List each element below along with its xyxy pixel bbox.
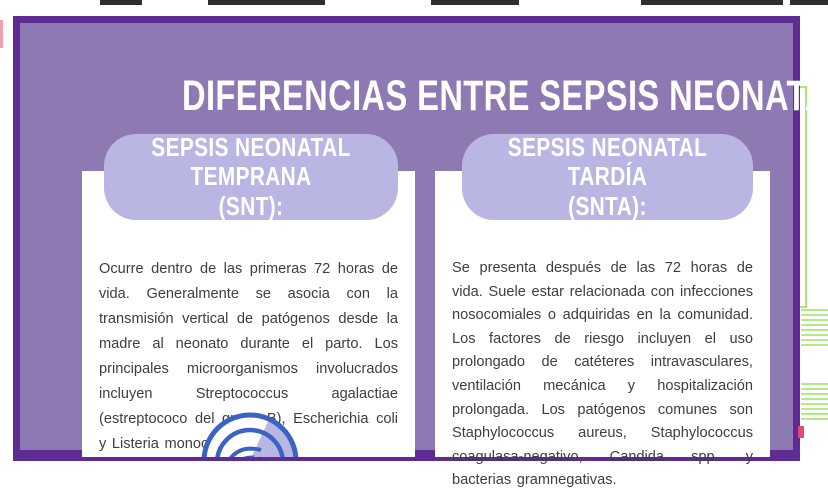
header-late-sepsis-line2: (SNTA): xyxy=(568,190,647,221)
canvas-edge-green-stripes xyxy=(801,383,828,421)
late-sepsis-paragraph: Se presenta después de las 72 horas de v… xyxy=(452,260,753,489)
header-early-sepsis: SEPSIS NEONATAL TEMPRANA (SNT): xyxy=(104,132,398,221)
toolbar-remnant-bar xyxy=(431,0,519,5)
fetus-icon xyxy=(197,408,303,457)
canvas-edge-green-stripes xyxy=(801,309,828,347)
toolbar-remnant-bar xyxy=(641,0,783,5)
toolbar-remnant-bar xyxy=(208,0,325,5)
toolbar-remnant-bar xyxy=(100,0,142,5)
header-early-sepsis-line2: (SNT): xyxy=(218,190,284,221)
canvas-edge-pink-sliver xyxy=(0,20,3,48)
header-early-sepsis-line1: SEPSIS NEONATAL TEMPRANA xyxy=(151,132,351,192)
toolbar-remnant-bar xyxy=(790,0,828,5)
header-late-sepsis: SEPSIS NEONATAL TARDÍA (SNTA): xyxy=(462,132,753,221)
infographic-frame: DIFERENCIAS ENTRE SEPSIS NEONATAL TEMPRA… xyxy=(13,16,828,488)
page-title: DIFERENCIAS ENTRE SEPSIS NEONATAL TEMPRA… xyxy=(181,71,828,120)
header-late-sepsis-line1: SEPSIS NEONATAL TARDÍA xyxy=(507,132,708,192)
canvas-edge-red-mark xyxy=(798,426,804,438)
